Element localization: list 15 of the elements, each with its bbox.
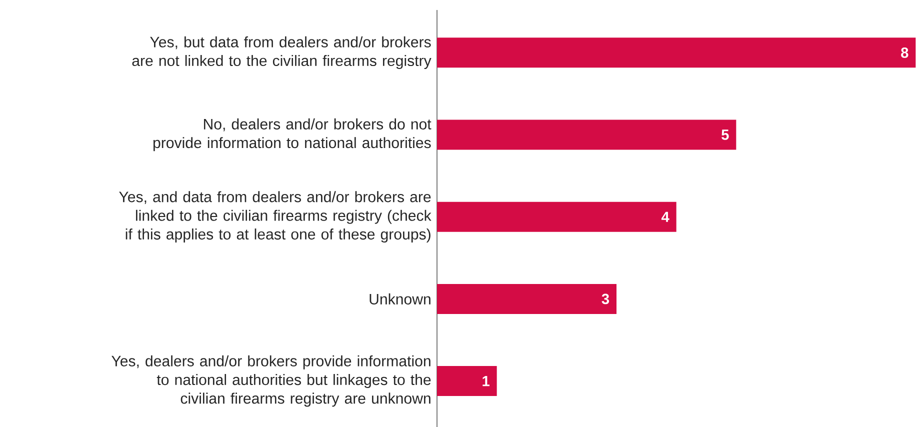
- bar: [437, 38, 916, 68]
- y-tick-label: Yes, but data from dealers and/or brokers are not linked to the civilian firearms registry: [132, 36, 432, 69]
- y-tick-label: Yes, and data from dealers and/or brokers are linked to the civilian firearms registry (check if this applies to at least one of these groups): [119, 190, 432, 242]
- data-label: 8: [901, 47, 908, 58]
- data-label: 5: [722, 129, 729, 140]
- data-label: 1: [482, 376, 490, 386]
- bar: [437, 284, 616, 314]
- bar: [437, 120, 736, 150]
- y-tick-label: Yes, dealers and/or brokers provide information to national authorities but linkages to the civilian firearms registry are unknown: [112, 355, 431, 407]
- data-label: 4: [661, 212, 670, 222]
- data-label: 3: [602, 294, 610, 304]
- y-tick-label: Unknown: [370, 293, 430, 304]
- bar: [437, 202, 676, 232]
- y-tick-label: No, dealers and/or brokers do not provide information to national authorities: [153, 118, 432, 151]
- bar: [437, 366, 497, 396]
